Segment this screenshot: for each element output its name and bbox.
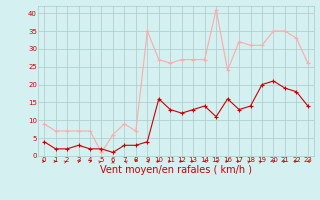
X-axis label: Vent moyen/en rafales ( km/h ): Vent moyen/en rafales ( km/h ) [100, 165, 252, 175]
